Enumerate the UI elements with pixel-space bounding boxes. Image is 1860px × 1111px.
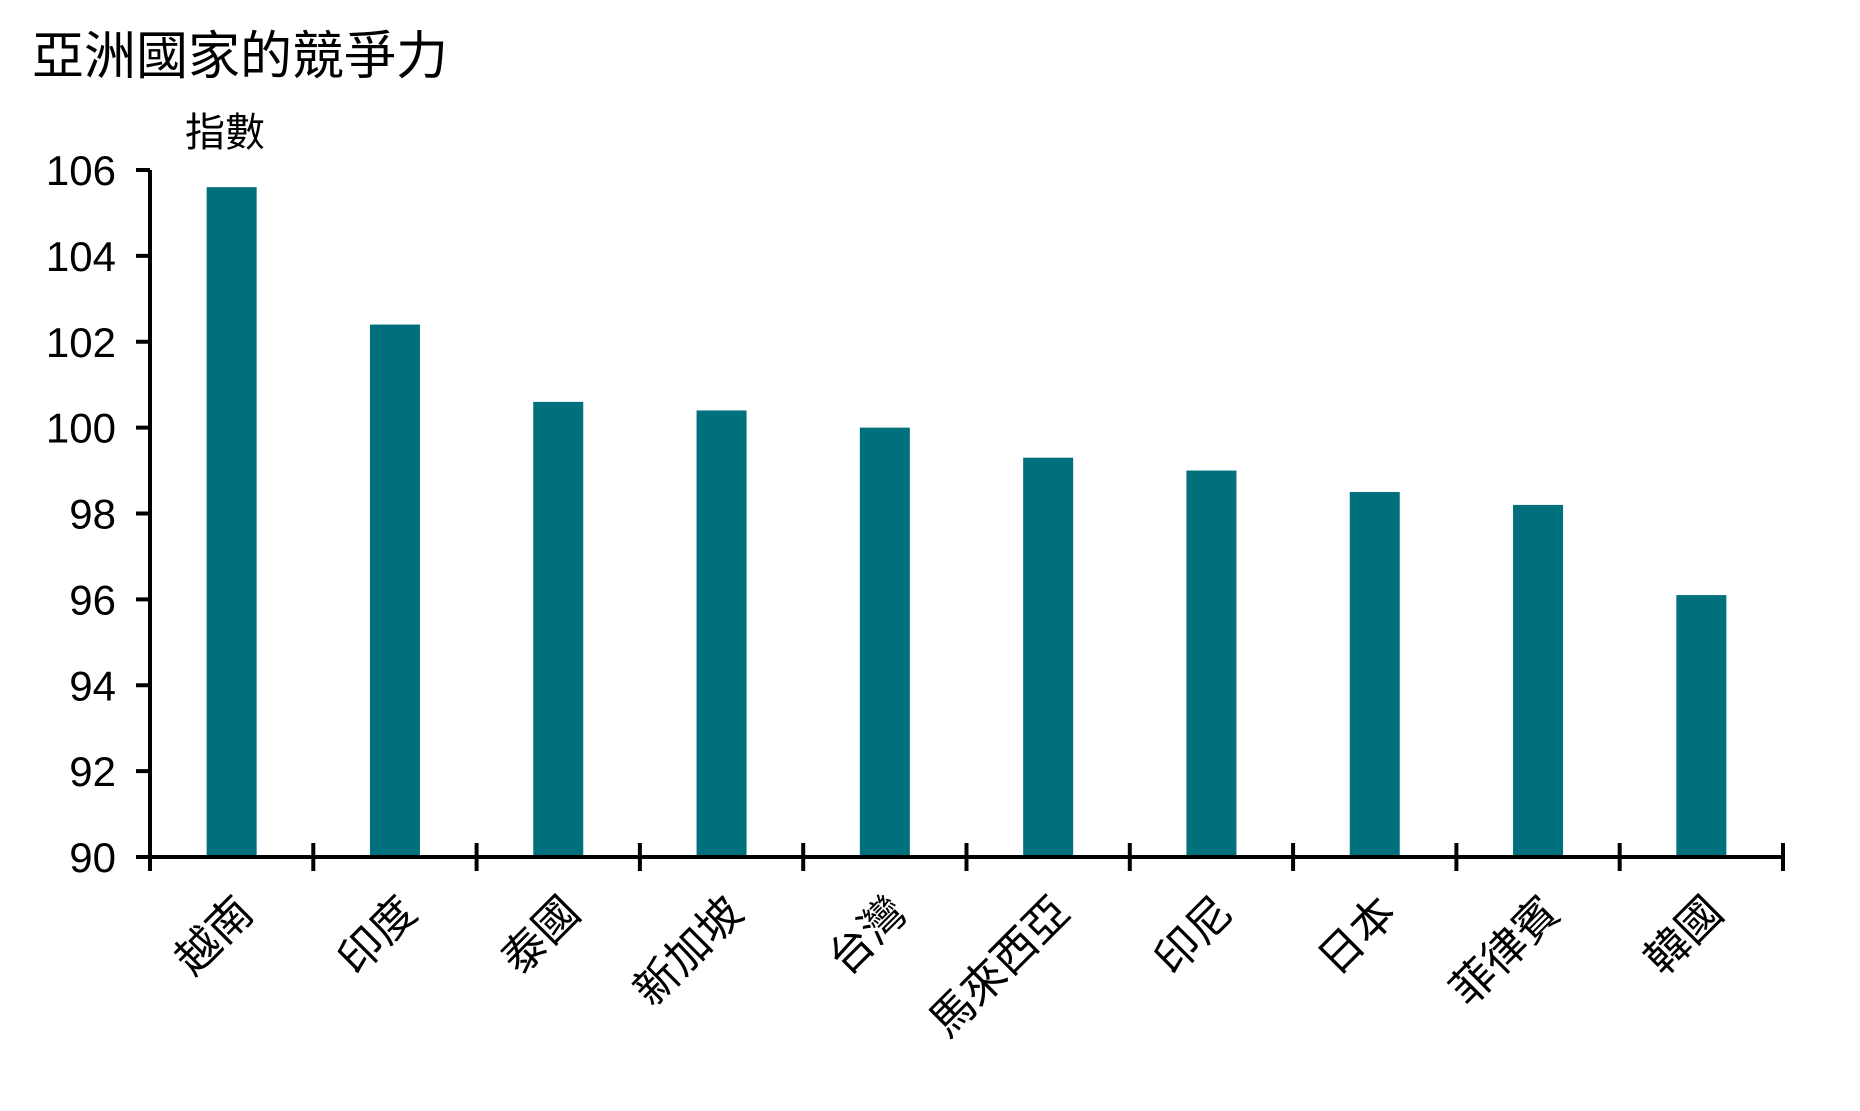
bar-越南 <box>206 187 257 858</box>
bar-新加坡 <box>696 410 747 857</box>
x-category-label: 馬來西亞 <box>919 887 1080 1048</box>
x-category-label: 台灣 <box>818 887 916 985</box>
bar-韓國 <box>1676 595 1727 857</box>
y-tick-label: 100 <box>46 405 116 452</box>
x-category-label: 泰國 <box>492 887 590 985</box>
bar-馬來西亞 <box>1023 457 1074 857</box>
y-tick-label: 106 <box>46 147 116 194</box>
bars-group <box>206 187 1727 858</box>
y-tick-label: 96 <box>69 576 116 623</box>
x-category-label: 新加坡 <box>624 887 753 1016</box>
y-ticks-group: 90 92 94 96 98 100 102 104 106 <box>46 147 150 881</box>
bar-印度 <box>369 324 420 857</box>
bar-台灣 <box>859 427 910 857</box>
y-axis-unit-label: 指數 <box>185 110 265 156</box>
y-tick-label: 98 <box>69 491 116 538</box>
bar-菲律賓 <box>1513 504 1564 857</box>
bar-日本 <box>1349 492 1400 857</box>
bar-泰國 <box>533 401 584 857</box>
x-labels-group: 越南 印度 泰國 新加坡 台灣 馬來西亞 印尼 日本 菲律賓 韓國 <box>165 887 1733 1048</box>
x-category-label: 菲律賓 <box>1440 887 1569 1016</box>
x-category-label: 印度 <box>328 887 426 985</box>
y-tick-label: 92 <box>69 748 116 795</box>
y-tick-label: 90 <box>69 834 116 881</box>
chart-title: 亞洲國家的競爭力 <box>32 27 448 87</box>
x-category-label: 越南 <box>165 887 263 985</box>
bar-印尼 <box>1186 470 1237 857</box>
x-category-label: 韓國 <box>1635 887 1733 985</box>
y-tick-label: 104 <box>46 233 116 280</box>
y-tick-label: 94 <box>69 662 116 709</box>
x-category-label: 日本 <box>1308 887 1406 985</box>
y-tick-label: 102 <box>46 319 116 366</box>
x-category-label: 印尼 <box>1145 887 1243 985</box>
